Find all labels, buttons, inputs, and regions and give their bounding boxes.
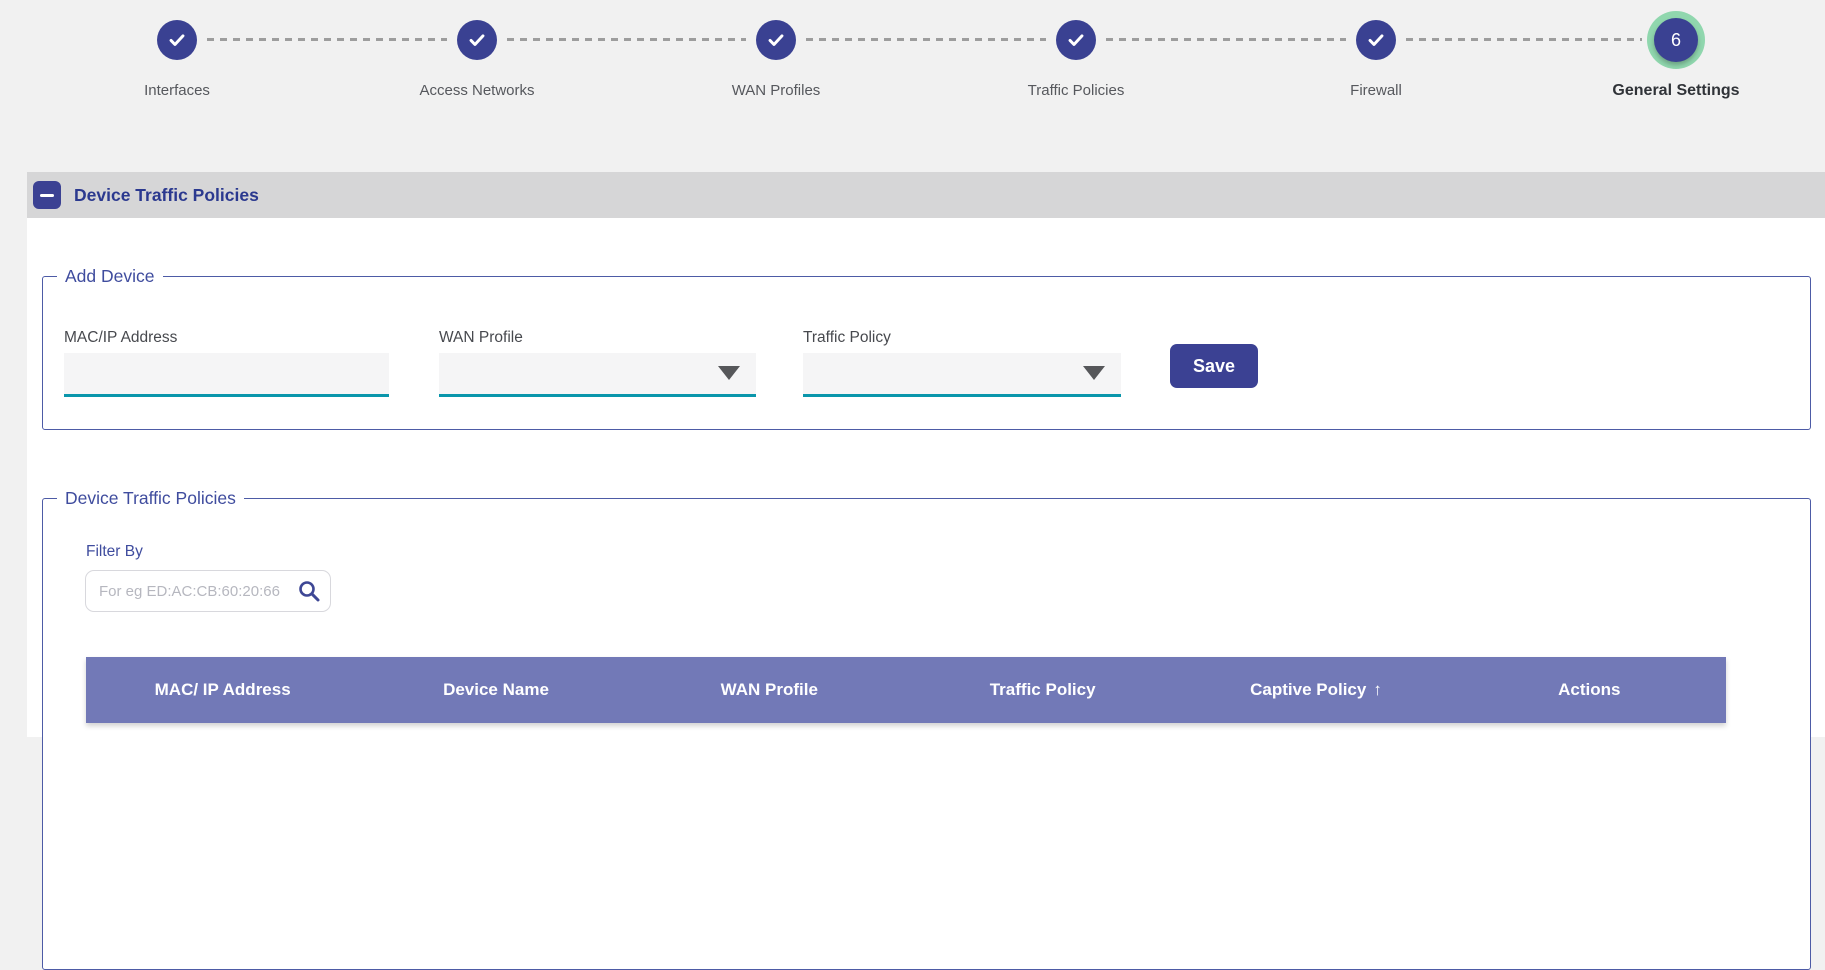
- column-captive-policy[interactable]: Captive Policy ↑: [1179, 680, 1452, 700]
- step-general-settings[interactable]: 6 General Settings: [1566, 11, 1786, 100]
- step-firewall[interactable]: Firewall: [1266, 20, 1486, 100]
- step-label: Traffic Policies: [1027, 82, 1125, 99]
- step-connector: [207, 38, 447, 41]
- step-number-badge: 6: [1654, 18, 1698, 62]
- minus-icon: [40, 193, 54, 197]
- add-device-legend: Add Device: [57, 266, 163, 287]
- filter-search-input[interactable]: [85, 570, 331, 612]
- content-panel: Add Device MAC/IP Address WAN Profile Tr…: [27, 218, 1825, 970]
- device-traffic-policies-panel: Device Traffic Policies Filter By MAC/ I…: [42, 488, 1811, 970]
- check-icon: [756, 20, 796, 60]
- step-connector: [507, 38, 746, 41]
- step-label: Access Networks: [419, 82, 535, 99]
- save-button[interactable]: Save: [1170, 344, 1258, 388]
- check-icon: [1056, 20, 1096, 60]
- step-connector: [806, 38, 1046, 41]
- chevron-down-icon: [1083, 366, 1105, 380]
- column-wan-profile[interactable]: WAN Profile: [720, 680, 818, 699]
- column-label: Captive Policy: [1250, 680, 1367, 699]
- step-label: WAN Profiles: [731, 82, 821, 99]
- mac-ip-address-label: MAC/IP Address: [64, 329, 178, 346]
- check-icon: [457, 20, 497, 60]
- column-traffic-policy[interactable]: Traffic Policy: [989, 680, 1096, 699]
- wan-profile-label: WAN Profile: [439, 329, 523, 346]
- column-device-name[interactable]: Device Name: [443, 680, 549, 699]
- check-icon: [1356, 20, 1396, 60]
- check-icon: [157, 20, 197, 60]
- sort-ascending-icon: ↑: [1373, 680, 1382, 699]
- step-label: Firewall: [1350, 82, 1402, 99]
- section-header-bar: Device Traffic Policies: [27, 172, 1825, 218]
- chevron-down-icon: [718, 366, 740, 380]
- step-label: General Settings: [1612, 82, 1740, 99]
- active-step-ring: 6: [1647, 11, 1705, 69]
- wan-profile-select[interactable]: [439, 353, 756, 397]
- step-number: 6: [1670, 29, 1681, 50]
- section-title: Device Traffic Policies: [74, 184, 259, 205]
- traffic-policy-label: Traffic Policy: [803, 329, 891, 346]
- step-label: Interfaces: [144, 82, 210, 99]
- step-connector: [1106, 38, 1346, 41]
- device-traffic-policies-legend: Device Traffic Policies: [57, 488, 244, 509]
- filter-by-label: Filter By: [86, 543, 143, 560]
- column-actions[interactable]: Actions: [1558, 680, 1621, 699]
- step-access-networks[interactable]: Access Networks: [367, 20, 587, 100]
- step-interfaces[interactable]: Interfaces: [67, 20, 287, 100]
- step-traffic-policies[interactable]: Traffic Policies: [966, 20, 1186, 100]
- filter-search-field: [85, 570, 331, 612]
- step-wan-profiles[interactable]: WAN Profiles: [666, 20, 886, 100]
- policies-table-header: MAC/ IP Address Device Name WAN Profile …: [86, 657, 1726, 723]
- traffic-policy-select[interactable]: [803, 353, 1121, 397]
- step-connector: [1406, 38, 1642, 41]
- search-icon[interactable]: [297, 579, 321, 603]
- add-device-panel: Add Device MAC/IP Address WAN Profile Tr…: [42, 266, 1811, 430]
- column-mac-ip-address[interactable]: MAC/ IP Address: [154, 680, 291, 699]
- mac-ip-address-input[interactable]: [64, 353, 389, 397]
- collapse-section-button[interactable]: [33, 181, 61, 209]
